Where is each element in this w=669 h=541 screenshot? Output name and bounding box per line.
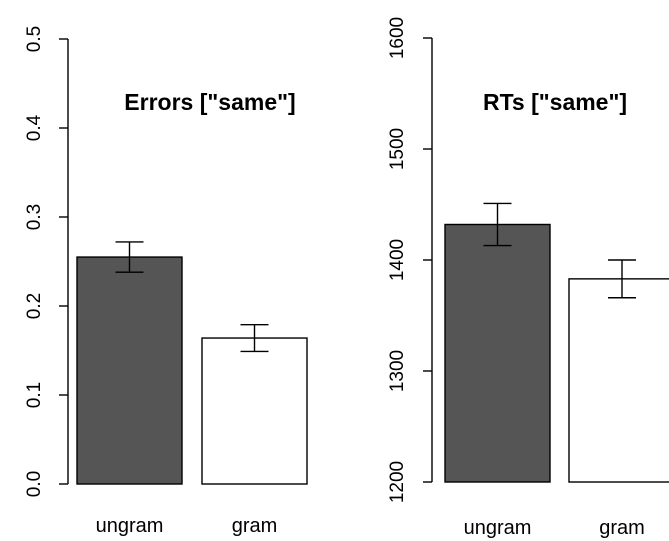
chart-title: RTs ["same"] [483, 89, 627, 115]
y-tick-label: 1400 [387, 239, 408, 281]
category-label-ungram: ungram [96, 515, 164, 537]
category-label-gram: gram [599, 517, 645, 539]
bar-gram [201, 337, 308, 485]
y-tick-label: 0.0 [24, 471, 45, 497]
category-label-gram: gram [232, 515, 278, 537]
bar-ungram [444, 223, 551, 483]
y-tick-label: 0.1 [24, 382, 45, 408]
y-tick-label: 1200 [387, 461, 408, 503]
y-tick-label: 0.4 [24, 114, 45, 141]
y-tick-label: 1500 [387, 128, 408, 170]
chart-panel-1: 0.0 0.1 0.2 0.3 0.4 0.5 ungram gram Errors ["sam… [24, 26, 308, 537]
y-tick-label: 1300 [387, 350, 408, 392]
y-tick-label: 0.2 [24, 293, 45, 319]
y-tick-label: 0.3 [24, 204, 45, 230]
bar-ungram [76, 256, 183, 485]
y-tick-label: 0.5 [24, 26, 45, 52]
chart-panel-2: 1200 1300 1400 1500 1600 ungram gram RTs ["same… [387, 17, 669, 539]
category-label-ungram: ungram [464, 517, 532, 539]
y-tick-label: 1600 [387, 17, 408, 59]
chart-title: Errors ["same"] [124, 89, 295, 115]
bar-gram [568, 278, 669, 483]
